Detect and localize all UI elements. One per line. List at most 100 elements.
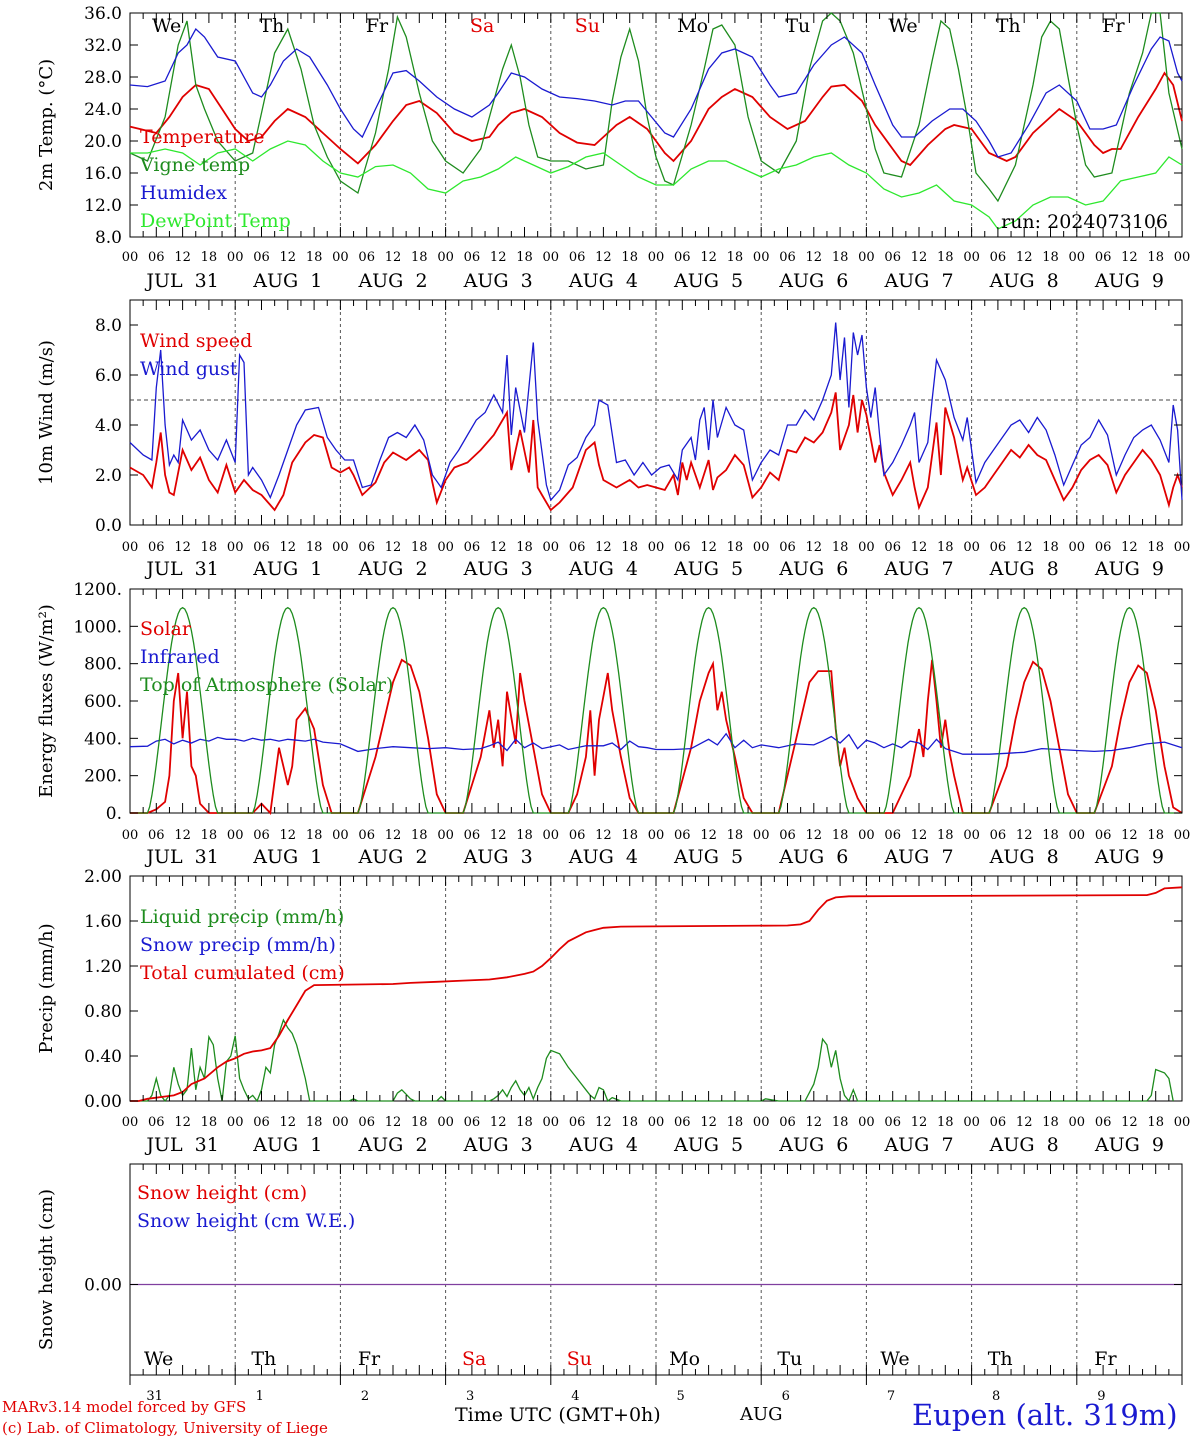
hour-label: 06: [148, 250, 165, 265]
hour-label: 12: [174, 540, 191, 555]
y-tick-label: 8.0: [95, 316, 122, 336]
hour-label: 00: [227, 540, 244, 555]
date-label: AUG 4: [568, 558, 638, 580]
series-lines: [129, 12, 1183, 1286]
hour-label: 06: [1095, 250, 1112, 265]
hour-label: 12: [490, 540, 507, 555]
hour-label: 18: [621, 250, 638, 265]
hour-label: 12: [490, 250, 507, 265]
hour-label: 00: [753, 828, 770, 843]
bottom-weekday-label: Th: [988, 1348, 1013, 1370]
weekday-label: We: [152, 15, 181, 37]
panel-frame: [129, 299, 1183, 526]
hour-label: 00: [122, 828, 139, 843]
hour-label: 18: [1042, 250, 1059, 265]
bottom-weekday-label: Su: [567, 1348, 592, 1370]
hour-label: 06: [779, 1115, 796, 1130]
weekday-label: Sa: [470, 15, 494, 37]
hour-label: 18: [832, 540, 849, 555]
hour-label: 18: [832, 828, 849, 843]
hour-label: 06: [253, 540, 270, 555]
hour-label: 18: [516, 828, 533, 843]
hour-label: 06: [253, 828, 270, 843]
hour-label: 18: [621, 828, 638, 843]
hour-label: 06: [990, 540, 1007, 555]
hour-label: 00: [753, 250, 770, 265]
hour-label: 06: [569, 540, 586, 555]
hour-label: 12: [1016, 1115, 1033, 1130]
hour-label: 12: [174, 828, 191, 843]
y-tick-label: 28.0: [84, 68, 122, 88]
hour-label: 12: [280, 828, 297, 843]
legend-entry: Infrared: [140, 646, 220, 668]
hour-label: 06: [884, 828, 901, 843]
hour-label: 18: [516, 250, 533, 265]
bottom-day-number: 8: [992, 1389, 1000, 1404]
hour-label: 18: [1042, 540, 1059, 555]
weekday-label: Su: [575, 15, 600, 37]
hour-label: 06: [464, 828, 481, 843]
hour-label: 18: [727, 828, 744, 843]
bottom-day-number: 5: [676, 1389, 684, 1404]
bottom-day-number: 7: [887, 1389, 895, 1404]
hour-label: 12: [385, 828, 402, 843]
axis-labels: 8.012.016.020.024.028.032.036.02m Temp. …: [36, 4, 1190, 1404]
bottom-day-number: 2: [361, 1389, 369, 1404]
series-wind-speed: [129, 392, 1183, 512]
hour-label: 00: [963, 540, 980, 555]
hour-label: 18: [832, 250, 849, 265]
y-tick-label: 16.0: [84, 164, 122, 184]
hour-label: 06: [358, 828, 375, 843]
hour-label: 00: [227, 828, 244, 843]
hour-label: 00: [543, 540, 560, 555]
legends: Temperature Vigne temp Humidex DewPoint Tem…: [137, 126, 393, 1232]
hour-label: 18: [621, 540, 638, 555]
date-label: AUG 2: [357, 558, 427, 580]
hour-label: 06: [990, 1115, 1007, 1130]
y-axis-label: Energy fluxes (W/m²): [36, 604, 57, 798]
y-tick-label: 0.00: [84, 1276, 122, 1296]
date-label: AUG 5: [673, 1134, 743, 1156]
y-tick-label: 1200.: [73, 580, 122, 600]
date-label: AUG 5: [673, 558, 743, 580]
legend-entry: Wind speed: [140, 330, 252, 352]
hour-label: 06: [674, 828, 691, 843]
date-label: AUG 1: [252, 558, 322, 580]
hour-label: 00: [437, 540, 454, 555]
hour-label: 00: [648, 1115, 665, 1130]
hour-label: 12: [280, 540, 297, 555]
series-total-cumulated-cm: [130, 886, 1183, 1102]
hour-label: 12: [911, 1115, 928, 1130]
date-label: AUG 3: [463, 558, 533, 580]
weekday-label: Fr: [1102, 15, 1125, 37]
date-label: AUG 1: [252, 270, 322, 292]
legend-entry: Snow height (cm): [137, 1182, 307, 1204]
weekday-label: Mo: [677, 15, 708, 37]
y-tick-label: 20.0: [84, 132, 122, 152]
hour-label: 00: [1174, 540, 1191, 555]
hour-label: 00: [437, 828, 454, 843]
hour-label: 12: [700, 828, 717, 843]
legend-entry: Snow precip (mm/h): [140, 934, 336, 956]
hour-label: 00: [648, 828, 665, 843]
legend-entry: Temperature: [140, 126, 264, 148]
hour-label: 12: [911, 540, 928, 555]
hour-label: 00: [648, 540, 665, 555]
hour-label: 06: [253, 250, 270, 265]
date-label: AUG 3: [463, 270, 533, 292]
hour-label: 06: [148, 1115, 165, 1130]
bottom-day-number: 9: [1097, 1389, 1105, 1404]
y-tick-label: 36.0: [84, 4, 122, 24]
bottom-weekday-label: Fr: [358, 1348, 381, 1370]
hour-label: 00: [753, 1115, 770, 1130]
series-liquid-precip-mm-h: [130, 1018, 1174, 1103]
bottom-weekday-label: Mo: [669, 1348, 700, 1370]
hour-label: 00: [227, 1115, 244, 1130]
series-dewpoint-temp: [130, 140, 1183, 230]
hour-label: 06: [569, 250, 586, 265]
bottom-weekday-label: Fr: [1094, 1348, 1117, 1370]
hour-label: 12: [700, 540, 717, 555]
bottom-weekday-label: Sa: [462, 1348, 486, 1370]
date-label: AUG 2: [357, 270, 427, 292]
